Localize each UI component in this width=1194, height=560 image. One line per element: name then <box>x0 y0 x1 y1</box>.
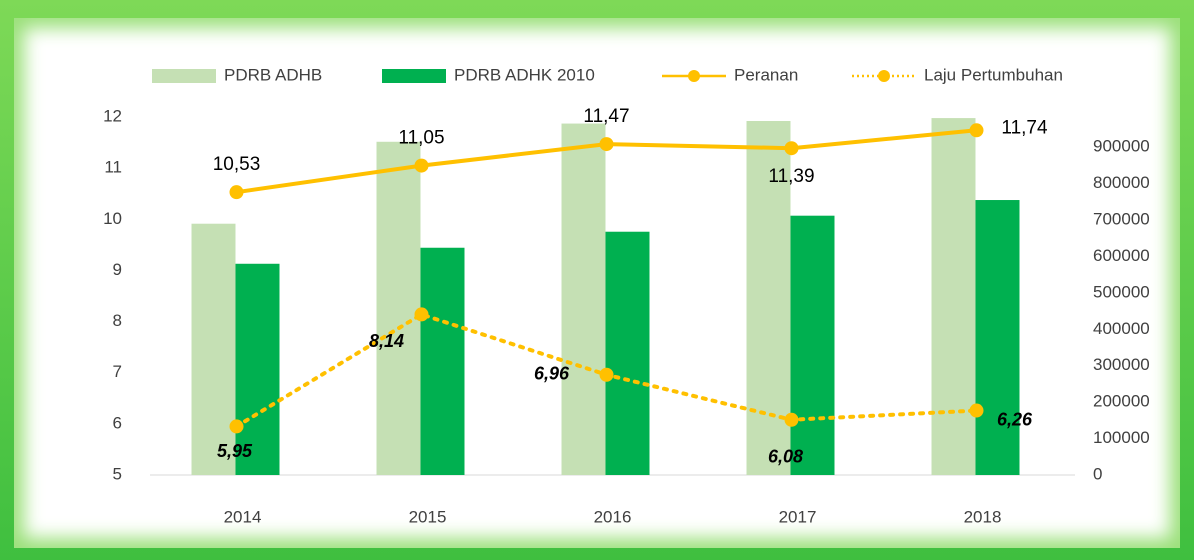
y-tick-label: 11 <box>104 158 122 177</box>
line-point <box>229 419 244 434</box>
y2-tick-label: 900000 <box>1093 137 1150 156</box>
bar <box>561 123 606 475</box>
legend-swatch <box>152 69 216 83</box>
y-tick-label: 12 <box>103 106 122 125</box>
y-tick-label: 6 <box>113 413 122 432</box>
x-tick-label: 2017 <box>779 507 817 526</box>
bar <box>420 247 465 475</box>
y2-tick-label: 300000 <box>1093 355 1150 374</box>
legend-swatch <box>382 69 446 83</box>
y2-tick-label: 800000 <box>1093 173 1150 192</box>
x-tick-label: 2018 <box>964 507 1002 526</box>
data-label: 11,47 <box>583 106 629 127</box>
bar <box>790 215 835 475</box>
line-point <box>969 403 984 418</box>
line-point <box>784 412 799 427</box>
line-point <box>784 141 799 156</box>
x-tick-label: 2016 <box>594 507 632 526</box>
line-point <box>414 158 429 173</box>
bar <box>975 200 1020 476</box>
legend-label: PDRB ADHB <box>224 65 322 84</box>
bar <box>191 223 236 475</box>
data-label: 6,08 <box>768 447 803 467</box>
y2-tick-label: 200000 <box>1093 392 1150 411</box>
y-tick-label: 5 <box>113 464 122 483</box>
bar <box>605 231 650 475</box>
data-label: 6,26 <box>997 409 1033 429</box>
y2-tick-label: 100000 <box>1093 428 1150 447</box>
legend-label: Laju Pertumbuhan <box>924 65 1063 84</box>
data-label: 5,95 <box>217 441 253 461</box>
bar <box>235 263 280 475</box>
y2-tick-label: 500000 <box>1093 282 1150 301</box>
x-tick-label: 2015 <box>409 507 447 526</box>
y2-tick-label: 700000 <box>1093 210 1150 229</box>
y-tick-label: 8 <box>113 311 122 330</box>
data-label: 11,05 <box>398 128 444 149</box>
line-point <box>969 123 984 138</box>
y2-tick-label: 600000 <box>1093 246 1150 265</box>
line-point <box>599 137 614 152</box>
legend-marker <box>688 70 700 82</box>
legend-marker <box>878 70 890 82</box>
data-label: 11,74 <box>1001 117 1048 138</box>
y2-tick-label: 400000 <box>1093 319 1150 338</box>
data-label: 10,53 <box>213 154 261 175</box>
y-tick-label: 7 <box>113 362 122 381</box>
y-tick-label: 10 <box>103 209 122 228</box>
y-tick-label: 9 <box>113 260 122 279</box>
data-label: 6,96 <box>534 364 570 384</box>
bar <box>931 118 976 475</box>
line-point <box>599 367 614 382</box>
line-point <box>229 185 244 200</box>
legend-label: Peranan <box>734 65 798 84</box>
legend-label: PDRB ADHK 2010 <box>454 65 595 84</box>
data-label: 8,14 <box>369 331 404 351</box>
y2-tick-label: 0 <box>1093 464 1102 483</box>
data-label: 11,39 <box>768 166 814 187</box>
line-point <box>414 307 429 322</box>
bar <box>376 141 421 475</box>
x-tick-label: 2014 <box>224 507 262 526</box>
